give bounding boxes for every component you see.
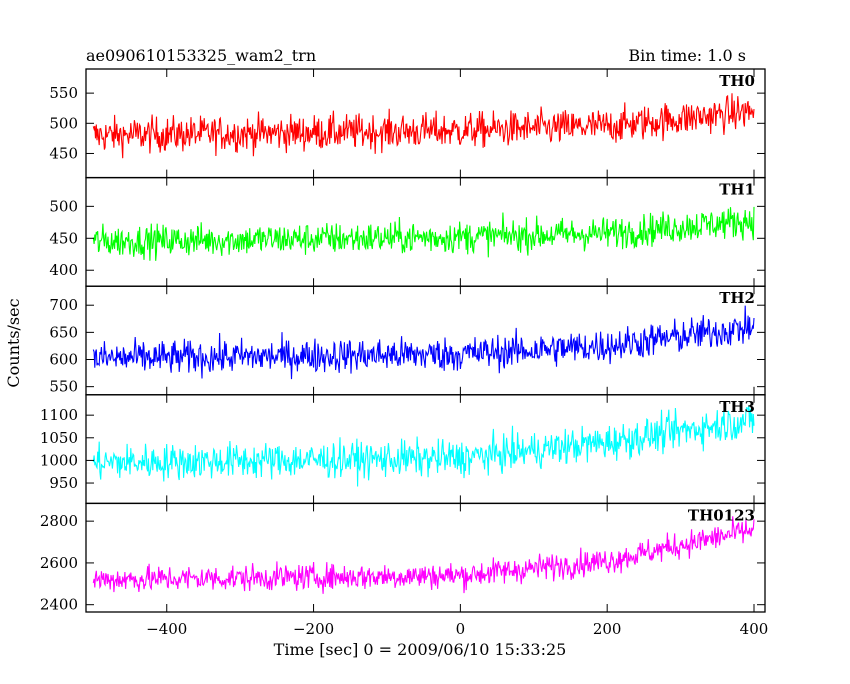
y-tick-label: 1100	[40, 406, 78, 424]
y-tick-label: 500	[49, 114, 78, 132]
x-tick-label: 0	[456, 620, 466, 638]
x-tick-label: −400	[146, 620, 187, 638]
y-axis-label: Counts/sec	[4, 298, 23, 387]
y-tick-label: 450	[49, 229, 78, 247]
panel-label-th2: TH2	[719, 289, 755, 307]
panels-group: 450 500 550 TH0 400 450 500 TH1 550 600 650 700 TH2 9…	[40, 68, 769, 638]
x-tick-label: 400	[740, 620, 769, 638]
series-line-th0123	[92, 516, 755, 594]
y-tick-label: 550	[49, 84, 78, 102]
panel-frame-th0123	[85, 502, 766, 613]
bin-time-label: Bin time: 1.0 s	[628, 46, 746, 65]
y-tick-label: 2800	[40, 512, 78, 530]
y-tick-label: 1000	[40, 451, 78, 469]
y-tick-label: 2400	[40, 596, 78, 614]
panel-frame-th1	[85, 176, 766, 287]
x-tick-label: −200	[293, 620, 334, 638]
y-tick-label: 400	[49, 261, 78, 279]
series-line-th2	[92, 305, 755, 380]
panel-frame-th2	[85, 285, 766, 396]
series-line-th3	[92, 406, 755, 487]
y-tick-label: 450	[49, 144, 78, 162]
series-line-th0	[92, 93, 755, 159]
y-tick-label: 600	[49, 351, 78, 369]
panel-label-th1: TH1	[719, 181, 755, 199]
x-tick-label: 200	[593, 620, 622, 638]
y-tick-label: 550	[49, 378, 78, 396]
panel-label-th3: TH3	[719, 398, 755, 416]
y-tick-label: 500	[49, 197, 78, 215]
y-tick-label: 950	[49, 474, 78, 492]
panel-label-th0: TH0	[719, 72, 755, 90]
x-axis-label: Time [sec] 0 = 2009/06/10 15:33:25	[274, 640, 567, 659]
y-tick-label: 1050	[40, 429, 78, 447]
y-tick-label: 700	[49, 296, 78, 314]
panel-label-th0123: TH0123	[688, 506, 755, 524]
y-tick-label: 2600	[40, 554, 78, 572]
y-tick-label: 650	[49, 323, 78, 341]
chart-title: ae090610153325_wam2_trn	[86, 46, 316, 65]
series-line-th1	[92, 206, 755, 261]
